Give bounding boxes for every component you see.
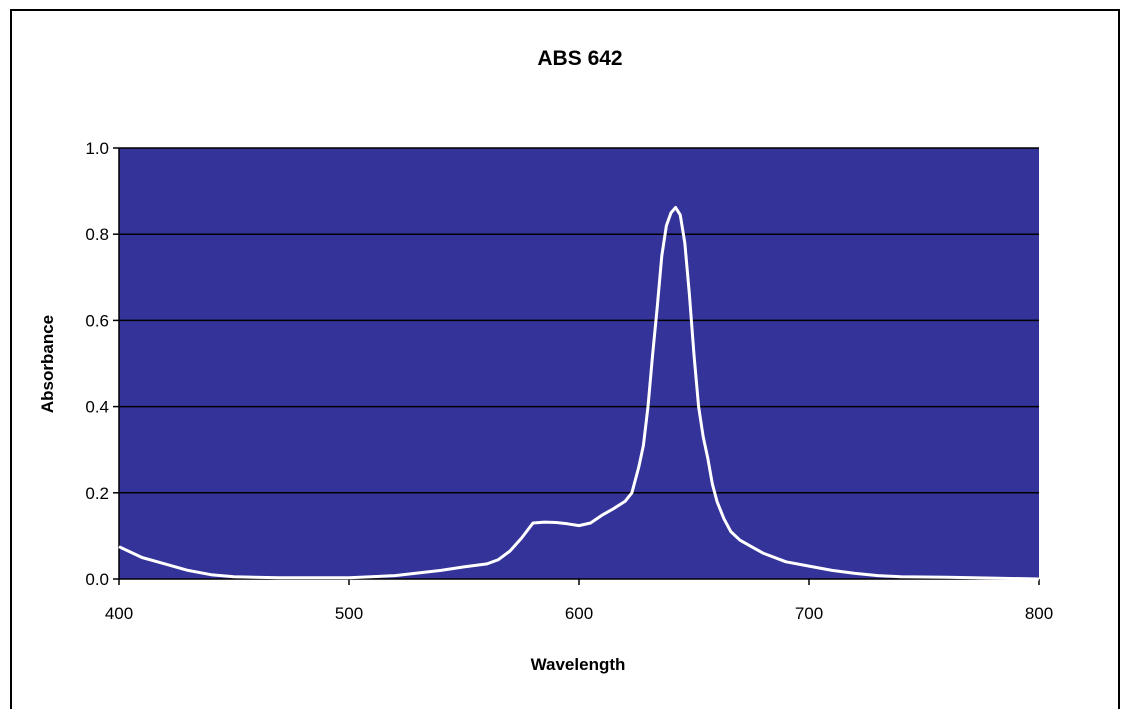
chart-title: ABS 642 (537, 47, 622, 70)
y-tick-label: 0.6 (85, 311, 109, 330)
gridlines (119, 147, 1039, 494)
y-tick-label: 0.2 (85, 484, 109, 503)
x-tick-label: 400 (105, 604, 133, 623)
x-tick-label: 800 (1025, 604, 1053, 623)
y-axis-title: Absorbance (38, 315, 57, 413)
x-tick-label: 500 (335, 604, 363, 623)
x-tick-label: 700 (795, 604, 823, 623)
x-tick-label: 600 (565, 604, 593, 623)
x-tick-labels: 400 500 600 700 800 (105, 579, 1053, 623)
x-axis-title: Wavelength (531, 655, 626, 674)
y-tick-label: 0.0 (85, 570, 109, 589)
y-tick-label: 1.0 (85, 139, 109, 158)
absorbance-series-line (118, 206, 1040, 581)
y-tick-label: 0.4 (85, 398, 109, 417)
plot-area (119, 148, 1039, 579)
y-tick-label: 0.8 (85, 225, 109, 244)
y-tick-labels: 0.0 0.2 0.4 0.6 0.8 1.0 (85, 139, 119, 589)
